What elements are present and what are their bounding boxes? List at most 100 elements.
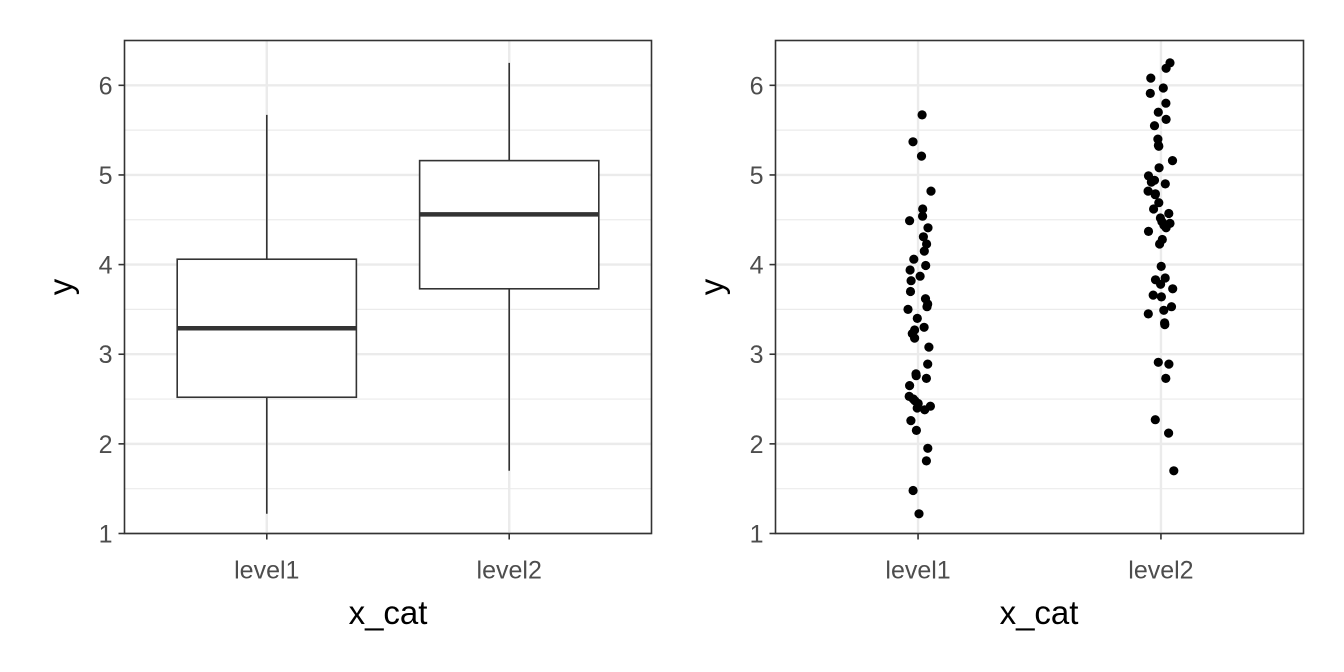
data-point bbox=[1159, 305, 1169, 315]
data-point bbox=[1161, 63, 1171, 73]
boxplot-x-axis-title: x_cat bbox=[349, 594, 428, 631]
y-tick-label: 5 bbox=[99, 162, 113, 190]
data-point bbox=[1168, 284, 1178, 294]
data-point bbox=[905, 381, 915, 391]
jitter-marks bbox=[903, 58, 1179, 519]
data-point bbox=[1164, 428, 1174, 438]
x-tick-label: level1 bbox=[885, 557, 950, 585]
y-tick-label: 3 bbox=[99, 341, 113, 369]
x-tick-label: level2 bbox=[477, 557, 542, 585]
data-point bbox=[905, 265, 915, 275]
data-point bbox=[1166, 302, 1177, 312]
data-point bbox=[911, 371, 921, 381]
data-point bbox=[1143, 309, 1153, 319]
jitter-y-axis: 1 2 3 4 5 6 bbox=[750, 72, 776, 549]
data-point bbox=[905, 216, 915, 226]
box-iqr bbox=[418, 159, 600, 290]
data-point bbox=[915, 271, 925, 281]
y-tick-label: 6 bbox=[750, 72, 764, 100]
y-tick-label: 2 bbox=[750, 431, 764, 459]
data-point bbox=[921, 373, 932, 383]
data-point bbox=[905, 286, 916, 297]
y-tick-label: 1 bbox=[750, 521, 764, 549]
jitter-y-axis-title: y bbox=[693, 278, 730, 295]
data-point bbox=[1143, 186, 1153, 196]
boxplot-y-axis-title: y bbox=[42, 278, 79, 295]
data-point bbox=[926, 186, 936, 196]
data-point bbox=[1155, 239, 1165, 249]
y-tick-label: 3 bbox=[750, 341, 764, 369]
data-point bbox=[1149, 121, 1160, 131]
x-tick-label: level1 bbox=[234, 557, 299, 585]
data-point bbox=[912, 313, 922, 323]
data-point bbox=[910, 333, 920, 343]
data-point bbox=[1164, 208, 1174, 219]
data-point bbox=[922, 302, 932, 312]
data-point bbox=[1143, 226, 1154, 236]
data-point bbox=[1161, 98, 1171, 108]
data-point bbox=[909, 254, 919, 264]
data-point bbox=[1146, 73, 1156, 83]
data-point bbox=[922, 239, 932, 249]
data-point bbox=[1160, 179, 1170, 189]
y-tick-label: 4 bbox=[750, 252, 764, 280]
data-point bbox=[917, 110, 927, 120]
jitter-panel: 1 2 3 4 5 6 level1 level2 x_cat y bbox=[693, 39, 1305, 631]
y-tick-label: 6 bbox=[99, 72, 113, 100]
data-point bbox=[908, 137, 918, 147]
data-point bbox=[923, 359, 933, 369]
data-point bbox=[923, 223, 933, 233]
data-point bbox=[1160, 320, 1170, 330]
data-point bbox=[918, 204, 928, 214]
boxplot-panel-border bbox=[123, 39, 653, 535]
data-point bbox=[1161, 373, 1171, 383]
data-point bbox=[919, 246, 929, 256]
data-point bbox=[924, 342, 934, 352]
data-point bbox=[919, 322, 929, 332]
jitter-panel-border bbox=[774, 39, 1305, 535]
data-point bbox=[1160, 273, 1170, 283]
data-point bbox=[1156, 292, 1166, 302]
data-point bbox=[1154, 163, 1164, 173]
data-point bbox=[911, 425, 922, 435]
data-point bbox=[1167, 156, 1178, 166]
boxplot-x-axis: level1 level2 bbox=[234, 533, 542, 585]
data-point bbox=[1158, 83, 1168, 93]
data-point bbox=[920, 405, 930, 415]
boxplot-marks bbox=[176, 62, 600, 514]
boxplot-y-axis: 1 2 3 4 5 6 bbox=[99, 72, 125, 549]
data-point bbox=[918, 232, 929, 242]
data-point bbox=[1150, 190, 1160, 200]
data-point bbox=[912, 403, 922, 413]
data-point bbox=[1149, 204, 1159, 214]
data-point bbox=[1146, 177, 1156, 187]
data-point bbox=[921, 456, 932, 466]
boxplot-panel: 1 2 3 4 5 6 level1 level2 x_cat y bbox=[42, 39, 653, 631]
data-point bbox=[1153, 357, 1163, 367]
x-tick-label: level2 bbox=[1128, 557, 1193, 585]
data-point bbox=[903, 304, 913, 314]
data-point bbox=[906, 276, 916, 286]
data-point bbox=[914, 509, 924, 519]
data-point bbox=[1154, 141, 1164, 151]
data-point bbox=[1150, 415, 1160, 425]
data-point bbox=[1169, 466, 1179, 476]
y-tick-label: 1 bbox=[99, 521, 113, 549]
data-point bbox=[918, 211, 928, 221]
y-tick-label: 5 bbox=[750, 162, 764, 190]
data-point bbox=[1153, 107, 1163, 117]
data-point bbox=[1156, 279, 1166, 289]
y-tick-label: 2 bbox=[99, 431, 113, 459]
data-point bbox=[906, 416, 916, 426]
data-point bbox=[908, 485, 918, 496]
data-point bbox=[1148, 290, 1158, 300]
data-point bbox=[916, 151, 927, 161]
jitter-x-axis: level1 level2 bbox=[885, 533, 1194, 585]
data-point bbox=[1154, 198, 1164, 208]
data-point bbox=[1156, 261, 1166, 271]
data-point bbox=[921, 260, 931, 271]
data-point bbox=[923, 443, 933, 453]
data-point bbox=[1161, 114, 1171, 124]
data-point bbox=[1145, 88, 1155, 98]
